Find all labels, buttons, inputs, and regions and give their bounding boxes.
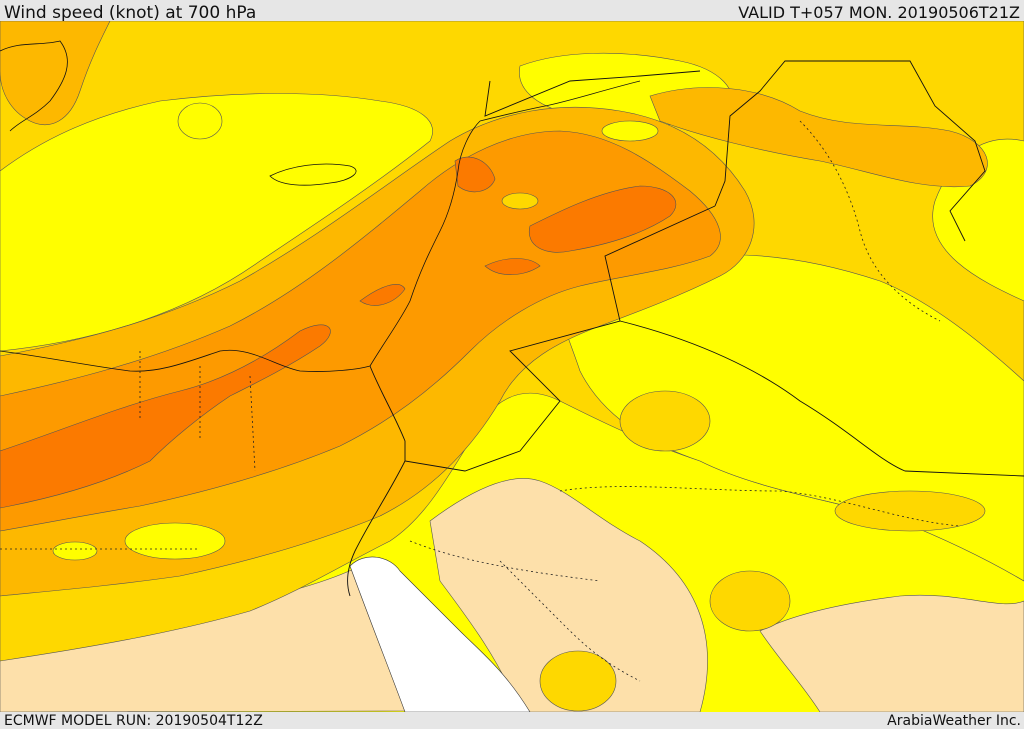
wind-field-gold (709, 570, 791, 632)
wind-field-amber (0, 21, 111, 126)
wind-field-yellow (539, 650, 617, 712)
coastline (0, 40, 68, 132)
wind-field-dark-orange (359, 284, 406, 306)
admin-boundary (499, 560, 641, 682)
coastline (369, 120, 481, 367)
wind-field-dark-orange (454, 156, 496, 193)
wind-field-gold (619, 390, 711, 452)
sea-no-data-area (349, 556, 531, 712)
country-border (347, 460, 406, 597)
coastline (269, 163, 357, 186)
wind-field-yellow (177, 102, 223, 140)
wind-field-dark-orange (528, 185, 677, 253)
wind-field-light-tan (429, 478, 708, 712)
wind-field-yellow (124, 522, 226, 560)
wind-field-gold (834, 490, 986, 532)
wind-field-yellow (0, 93, 433, 352)
wind-field-light-tan (759, 594, 1024, 712)
country-border (484, 70, 701, 117)
valid-time: VALID T+057 MON. 20190506T21Z (738, 3, 1020, 22)
country-border (619, 320, 1024, 477)
admin-boundary (139, 351, 601, 582)
wind-field-dark-orange (0, 324, 331, 509)
footer-bar: ECMWF MODEL RUN: 20190504T12Z ArabiaWeat… (0, 712, 1024, 729)
wind-field-yellow (501, 192, 539, 210)
country-border (369, 205, 716, 472)
map-title: Wind speed (knot) at 700 hPa (4, 3, 257, 23)
wind-speed-map (0, 21, 1024, 712)
admin-boundary (799, 120, 941, 322)
admin-boundary (0, 486, 961, 550)
wind-field-yellow (52, 541, 98, 561)
wind-field-dark-orange (484, 258, 541, 275)
country-border (714, 60, 986, 242)
wind-field-yellow (601, 120, 659, 142)
credit-label: ArabiaWeather Inc. (887, 713, 1021, 729)
header-bar: Wind speed (knot) at 700 hPa VALID T+057… (0, 0, 1024, 23)
model-run-label: ECMWF MODEL RUN: 20190504T12Z (4, 713, 263, 729)
coastline (0, 349, 371, 372)
coastline (479, 80, 641, 122)
